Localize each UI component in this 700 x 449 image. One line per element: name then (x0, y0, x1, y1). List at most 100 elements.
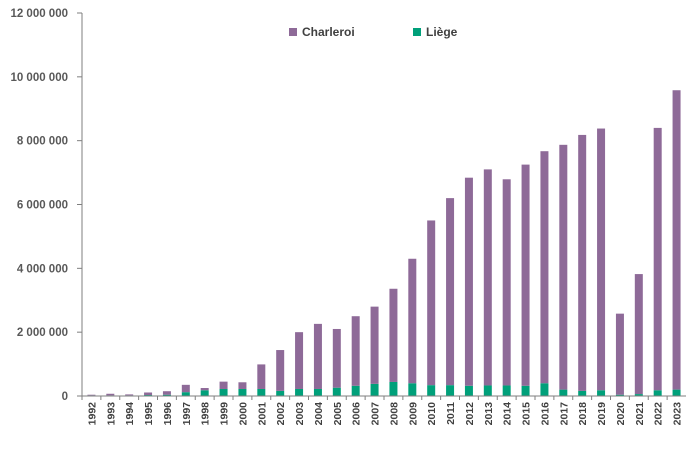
y-tick-label: 6 000 000 (17, 200, 68, 212)
bar-charleroi-2008 (389, 288, 398, 382)
x-tick-label: 2016 (539, 402, 551, 426)
bar-lige-2010 (427, 385, 436, 396)
bar-charleroi-2011 (446, 198, 455, 386)
x-tick-label: 2006 (351, 402, 363, 426)
bar-lige-2012 (464, 385, 473, 396)
y-tick-label: 2 000 000 (17, 327, 68, 339)
x-tick-label: 1992 (86, 402, 98, 426)
x-tick-label: 2002 (275, 402, 287, 426)
bar-lige-2019 (597, 390, 606, 396)
x-tick-label: 2011 (445, 402, 457, 425)
y-tick-label: 4 000 000 (17, 263, 68, 275)
bar-lige-2002 (276, 390, 285, 396)
bar-lige-2003 (295, 388, 304, 396)
bar-charleroi-2016 (540, 151, 549, 384)
bar-charleroi-2015 (521, 164, 530, 386)
bar-lige-2006 (351, 385, 360, 396)
bar-lige-2007 (370, 383, 379, 396)
y-axis: 0 2 000 000 4 000 000 6 000 000 8 000 000 10 … (10, 8, 83, 403)
bar-lige-2005 (332, 387, 341, 396)
bar-lige-1997 (181, 392, 190, 396)
legend-swatch-lige (413, 28, 421, 36)
x-tick-label: 1993 (105, 402, 117, 426)
bar-charleroi-1995 (144, 392, 153, 396)
x-tick-label: 2008 (388, 402, 400, 426)
bar-charleroi-2007 (370, 306, 379, 384)
x-tick-label: 1994 (124, 402, 136, 426)
x-tick-label: 2001 (256, 402, 268, 426)
bar-lige-1998 (200, 390, 209, 396)
bar-charleroi-2001 (257, 364, 266, 389)
bar-lige-2011 (446, 385, 455, 396)
x-tick-label: 2018 (577, 402, 589, 426)
bar-lige-2023 (672, 389, 681, 396)
x-tick-label: 2010 (426, 402, 438, 426)
bar-lige-2014 (502, 385, 511, 396)
bar-charleroi-2003 (295, 332, 304, 389)
x-tick-label: 2017 (558, 402, 570, 426)
bar-charleroi-2009 (408, 258, 417, 384)
bar-lige-2021 (634, 394, 643, 396)
bar-charleroi-1999 (219, 381, 228, 389)
bar-lige-2009 (408, 383, 417, 396)
bar-charleroi-2014 (502, 179, 511, 386)
bar-charleroi-2021 (634, 274, 643, 395)
x-tick-label: 2000 (237, 402, 249, 426)
bar-charleroi-2017 (559, 144, 568, 390)
legend-swatch-charleroi (289, 28, 297, 36)
bar-charleroi-2010 (427, 220, 436, 386)
x-tick-label: 1999 (219, 402, 231, 426)
x-tick-label: 2013 (483, 402, 495, 426)
bar-lige-2020 (615, 394, 624, 396)
x-tick-label: 2014 (502, 402, 514, 426)
x-tick-label: 2023 (672, 402, 684, 426)
x-tick-label: 1998 (200, 402, 212, 426)
x-tick-label: 1997 (181, 402, 193, 426)
bar-lige-2013 (483, 385, 492, 396)
y-tick-label: 10 000 000 (10, 72, 68, 84)
legend-label: Liège (426, 25, 458, 39)
x-tick-label: 2021 (634, 402, 646, 426)
bar-charleroi-2022 (653, 127, 662, 391)
y-tick-label: 12 000 000 (10, 8, 68, 20)
bar-charleroi-1994 (125, 394, 134, 396)
bar-charleroi-1997 (181, 384, 190, 393)
bar-lige-2017 (559, 389, 568, 396)
x-tick-label: 2015 (521, 402, 533, 426)
bar-charleroi-2020 (615, 313, 624, 395)
bar-charleroi-2005 (332, 328, 341, 388)
y-tick-label: 8 000 000 (17, 136, 68, 148)
bar-lige-2008 (389, 381, 398, 396)
x-tick-label: 2012 (464, 402, 476, 426)
x-tick-label: 2004 (313, 402, 325, 426)
bar-charleroi-2000 (238, 382, 247, 389)
bar-charleroi-2013 (483, 169, 492, 386)
bar-charleroi-2012 (464, 177, 473, 386)
bars (87, 90, 681, 396)
x-tick-label: 2007 (370, 402, 382, 426)
x-tick-label: 1995 (143, 402, 155, 426)
bar-lige-2022 (653, 390, 662, 396)
bar-lige-1996 (162, 394, 171, 396)
x-tick-label: 2003 (294, 402, 306, 426)
bar-charleroi-2002 (276, 350, 285, 391)
legend: Charleroi Liège (289, 25, 458, 39)
x-axis: 1992 1993 1994 1995 1996 1997 1998 1999 2000 2001… (81, 395, 686, 426)
x-tick-label: 2009 (407, 402, 419, 426)
x-tick-label: 1996 (162, 402, 174, 426)
bar-charleroi-2006 (351, 316, 360, 386)
x-tick-label: 2019 (596, 402, 608, 426)
x-tick-label: 2022 (653, 402, 665, 426)
bar-charleroi-1993 (106, 393, 115, 396)
bar-lige-2018 (578, 390, 587, 396)
bar-charleroi-2019 (597, 128, 606, 391)
y-tick-label: 0 (62, 391, 68, 403)
bar-charleroi-1996 (162, 391, 171, 395)
bar-charleroi-1992 (87, 394, 96, 396)
x-tick-label: 2020 (615, 402, 627, 426)
bar-lige-2001 (257, 388, 266, 396)
bar-charleroi-2004 (313, 323, 322, 389)
x-tick-label: 2005 (332, 402, 344, 426)
bar-lige-1999 (219, 388, 228, 396)
